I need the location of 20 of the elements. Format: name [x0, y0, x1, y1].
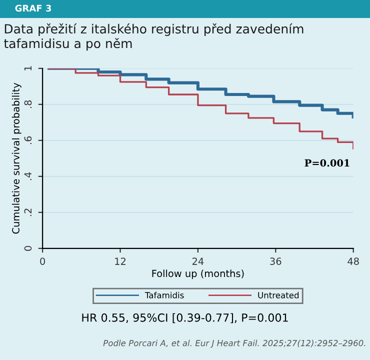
legend-label: Untreated	[258, 292, 299, 298]
y-tick-label: .4	[24, 172, 32, 180]
y-axis-title: Cumulative survival probability	[12, 82, 22, 234]
x-tick-label: 48	[348, 258, 359, 265]
x-tick-label: 24	[192, 258, 204, 265]
x-tick-label: 0	[40, 258, 45, 265]
y-tick-label: 0	[24, 246, 32, 251]
x-tick-label: 36	[270, 258, 282, 265]
annotation: P=0.001	[304, 159, 350, 167]
y-tick-label: 1	[24, 66, 32, 70]
y-tick-label: .6	[24, 136, 32, 144]
text: Podle Porcari A, et al. Eur J Heart Fail. 2025;27(12):2952–2960.	[103, 340, 366, 348]
y-tick-label: .8	[24, 100, 32, 108]
y-tick-label: .2	[24, 208, 32, 216]
legend-label: Tafamidis	[144, 292, 184, 298]
x-axis-title: Follow up (months)	[152, 270, 244, 280]
chart-subtitle: GRAF 3	[15, 4, 52, 12]
chart-title: Data přežití z italského registru před zavedením tafamidisu a po něm	[4, 23, 304, 51]
x-tick-label: 12	[115, 258, 126, 265]
text: HR 0.55, 95%CI [0.39-0.77], P=0.001	[82, 313, 288, 324]
